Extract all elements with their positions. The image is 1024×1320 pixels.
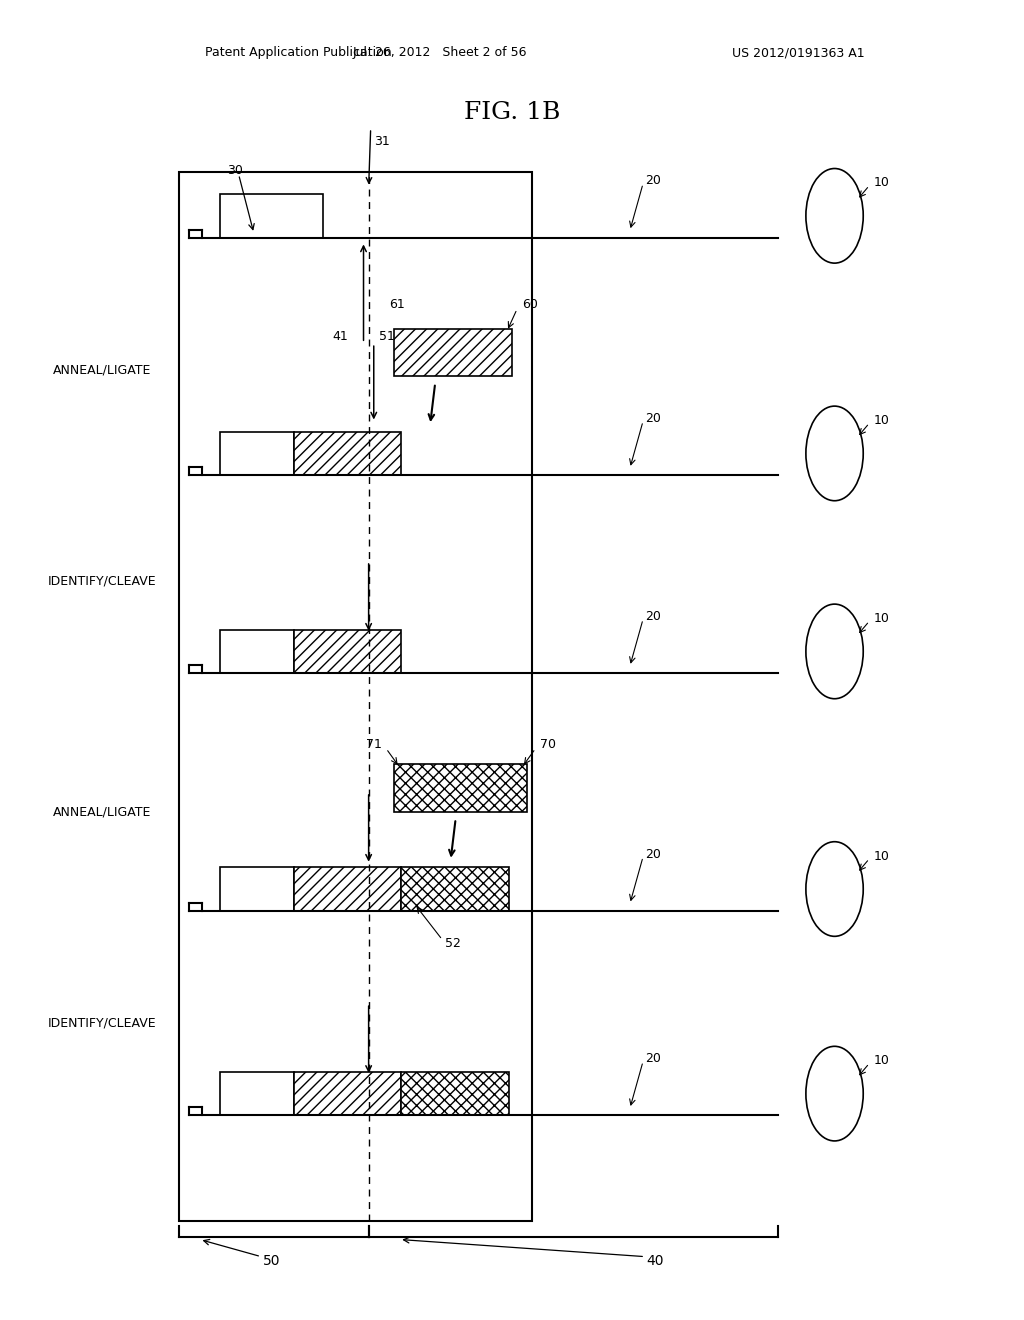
Text: 10: 10 bbox=[873, 850, 890, 862]
Text: 10: 10 bbox=[873, 1055, 890, 1067]
Bar bbox=[294, 630, 401, 673]
Text: 70: 70 bbox=[540, 738, 556, 751]
Ellipse shape bbox=[806, 842, 863, 936]
Text: 50: 50 bbox=[262, 1254, 281, 1267]
Ellipse shape bbox=[806, 407, 863, 500]
Text: Jul. 26, 2012   Sheet 2 of 56: Jul. 26, 2012 Sheet 2 of 56 bbox=[353, 46, 527, 59]
Bar bbox=[220, 630, 294, 673]
Bar bbox=[294, 432, 401, 475]
Text: 31: 31 bbox=[374, 135, 389, 148]
Text: US 2012/0191363 A1: US 2012/0191363 A1 bbox=[732, 46, 865, 59]
Text: 41: 41 bbox=[333, 330, 348, 343]
Text: 30: 30 bbox=[227, 164, 244, 177]
Bar bbox=[294, 867, 401, 911]
Bar bbox=[220, 432, 294, 475]
Text: 10: 10 bbox=[873, 612, 890, 624]
Bar bbox=[220, 1072, 294, 1115]
Text: Patent Application Publication: Patent Application Publication bbox=[205, 46, 391, 59]
Bar bbox=[394, 329, 512, 376]
Text: 10: 10 bbox=[873, 177, 890, 189]
Bar bbox=[401, 867, 509, 911]
Text: 10: 10 bbox=[873, 414, 890, 426]
Text: IDENTIFY/CLEAVE: IDENTIFY/CLEAVE bbox=[48, 1016, 157, 1030]
Text: 20: 20 bbox=[645, 847, 662, 861]
Text: 60: 60 bbox=[522, 298, 539, 312]
Ellipse shape bbox=[806, 605, 863, 698]
Bar bbox=[220, 867, 294, 911]
Text: 61: 61 bbox=[389, 298, 404, 312]
Text: IDENTIFY/CLEAVE: IDENTIFY/CLEAVE bbox=[48, 574, 157, 587]
Bar bbox=[394, 764, 527, 812]
Text: 20: 20 bbox=[645, 174, 662, 187]
Bar bbox=[401, 1072, 509, 1115]
Text: 40: 40 bbox=[646, 1254, 665, 1267]
Text: 20: 20 bbox=[645, 1052, 662, 1065]
Text: 51: 51 bbox=[379, 330, 395, 343]
Text: 52: 52 bbox=[445, 937, 462, 950]
Text: 20: 20 bbox=[645, 412, 662, 425]
Text: ANNEAL/LIGATE: ANNEAL/LIGATE bbox=[53, 805, 152, 818]
Bar bbox=[294, 1072, 401, 1115]
Text: ANNEAL/LIGATE: ANNEAL/LIGATE bbox=[53, 363, 152, 376]
Ellipse shape bbox=[806, 169, 863, 263]
Ellipse shape bbox=[806, 1047, 863, 1140]
Text: FIG. 1B: FIG. 1B bbox=[464, 100, 560, 124]
Text: 71: 71 bbox=[366, 738, 382, 751]
Bar bbox=[220, 194, 323, 238]
Bar bbox=[179, 172, 532, 1221]
Text: 20: 20 bbox=[645, 610, 662, 623]
